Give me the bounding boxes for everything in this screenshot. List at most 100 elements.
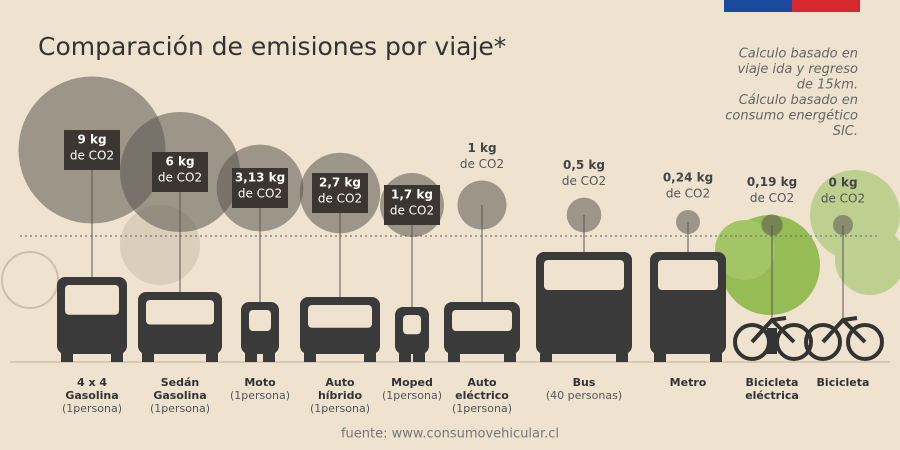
value-label: 1,7 kg	[391, 188, 433, 202]
wheel	[111, 350, 123, 362]
vehicle	[300, 297, 380, 362]
occupancy-label: (1persona)	[452, 402, 512, 415]
category-label: Sedán	[161, 376, 200, 389]
unit-label: de CO2	[318, 192, 362, 206]
battery	[767, 328, 777, 354]
unit-label: de CO2	[821, 192, 865, 206]
vehicle	[444, 302, 520, 362]
wheel	[61, 350, 73, 362]
vehicle	[57, 277, 127, 362]
category-label: Bicicleta	[746, 376, 799, 389]
flag-red	[792, 0, 860, 12]
trees	[1, 170, 900, 315]
occupancy-label: (1persona)	[230, 389, 290, 402]
wheel	[245, 350, 257, 362]
vehicle	[733, 316, 813, 361]
wheel	[804, 323, 842, 361]
window	[658, 260, 718, 290]
wheel	[448, 350, 460, 362]
window	[146, 300, 214, 325]
wheel	[364, 350, 376, 362]
vehicle	[241, 302, 279, 362]
wheel	[399, 350, 411, 362]
wheel	[263, 350, 275, 362]
value-label: 2,7 kg	[319, 176, 361, 190]
source: fuente: www.consumovehicular.cl	[341, 427, 559, 442]
wheel	[540, 350, 552, 362]
bubble	[761, 214, 783, 236]
value-label: 0,5 kg	[563, 158, 605, 172]
label-box	[232, 168, 288, 208]
occupancy-label: (1persona)	[150, 402, 210, 415]
frame	[821, 316, 867, 344]
unit-label: de CO2	[158, 171, 202, 185]
window	[308, 305, 372, 328]
note-line: Calculo basado en	[739, 47, 858, 62]
wheel	[142, 350, 154, 362]
label-box	[312, 173, 368, 213]
frame	[750, 316, 796, 344]
category-label: Bus	[573, 376, 596, 389]
bubble	[675, 209, 701, 235]
unit-label: de CO2	[70, 149, 114, 163]
value-label: 3,13 kg	[235, 171, 285, 185]
note-line: Cálculo basado en	[739, 93, 858, 108]
unit-label: de CO2	[238, 187, 282, 201]
value-label: 9 kg	[77, 133, 106, 147]
category-label: Moped	[391, 376, 433, 389]
value-label: 0,19 kg	[747, 175, 797, 189]
category-label: Auto	[325, 376, 355, 389]
category-label: Bicicleta	[817, 376, 870, 389]
wheel	[413, 350, 425, 362]
occupancy-label: (40 personas)	[546, 389, 622, 402]
unit-label: de CO2	[562, 174, 606, 188]
label-box	[384, 185, 440, 225]
vehicle	[536, 252, 632, 362]
occupancy-label: (1persona)	[310, 402, 370, 415]
note-line: viaje ida y regreso	[738, 62, 859, 77]
note-line: consumo energético	[725, 109, 858, 124]
flag-blue	[724, 0, 792, 12]
value-label: 6 kg	[165, 155, 194, 169]
occupancy-label: (1persona)	[382, 389, 442, 402]
bubble	[833, 215, 853, 235]
category-label: eléctrico	[455, 389, 509, 402]
wheel	[206, 350, 218, 362]
bubble	[566, 197, 602, 233]
window	[249, 310, 271, 331]
category-label: Gasolina	[153, 389, 206, 402]
category-label: híbrido	[318, 389, 363, 402]
window	[544, 260, 624, 290]
unit-label: de CO2	[666, 186, 710, 200]
window	[452, 310, 512, 331]
vehicle	[138, 292, 222, 362]
bubble	[457, 180, 507, 230]
category-label: 4 x 4	[77, 376, 107, 389]
unit-label: de CO2	[750, 191, 794, 205]
wheel	[846, 323, 884, 361]
value-label: 1 kg	[467, 141, 496, 155]
label-box	[152, 152, 208, 192]
note-line: de 15km.	[797, 78, 858, 93]
value-label: 0 kg	[828, 176, 857, 190]
occupancy-label: (1persona)	[62, 402, 122, 415]
category-label: Gasolina	[65, 389, 118, 402]
unit-label: de CO2	[460, 157, 504, 171]
wheel	[654, 350, 666, 362]
title: Comparación de emisiones por viaje*	[38, 32, 506, 61]
category-label: Auto	[467, 376, 497, 389]
label-box	[64, 130, 120, 170]
wheel	[710, 350, 722, 362]
vehicle	[804, 316, 884, 361]
unit-label: de CO2	[390, 204, 434, 218]
window	[403, 315, 421, 335]
wheel	[304, 350, 316, 362]
wheel	[504, 350, 516, 362]
value-label: 0,24 kg	[663, 170, 713, 184]
window	[65, 285, 119, 315]
category-label: Moto	[244, 376, 276, 389]
vehicle	[395, 307, 429, 362]
wheel	[616, 350, 628, 362]
category-label: Metro	[670, 376, 707, 389]
